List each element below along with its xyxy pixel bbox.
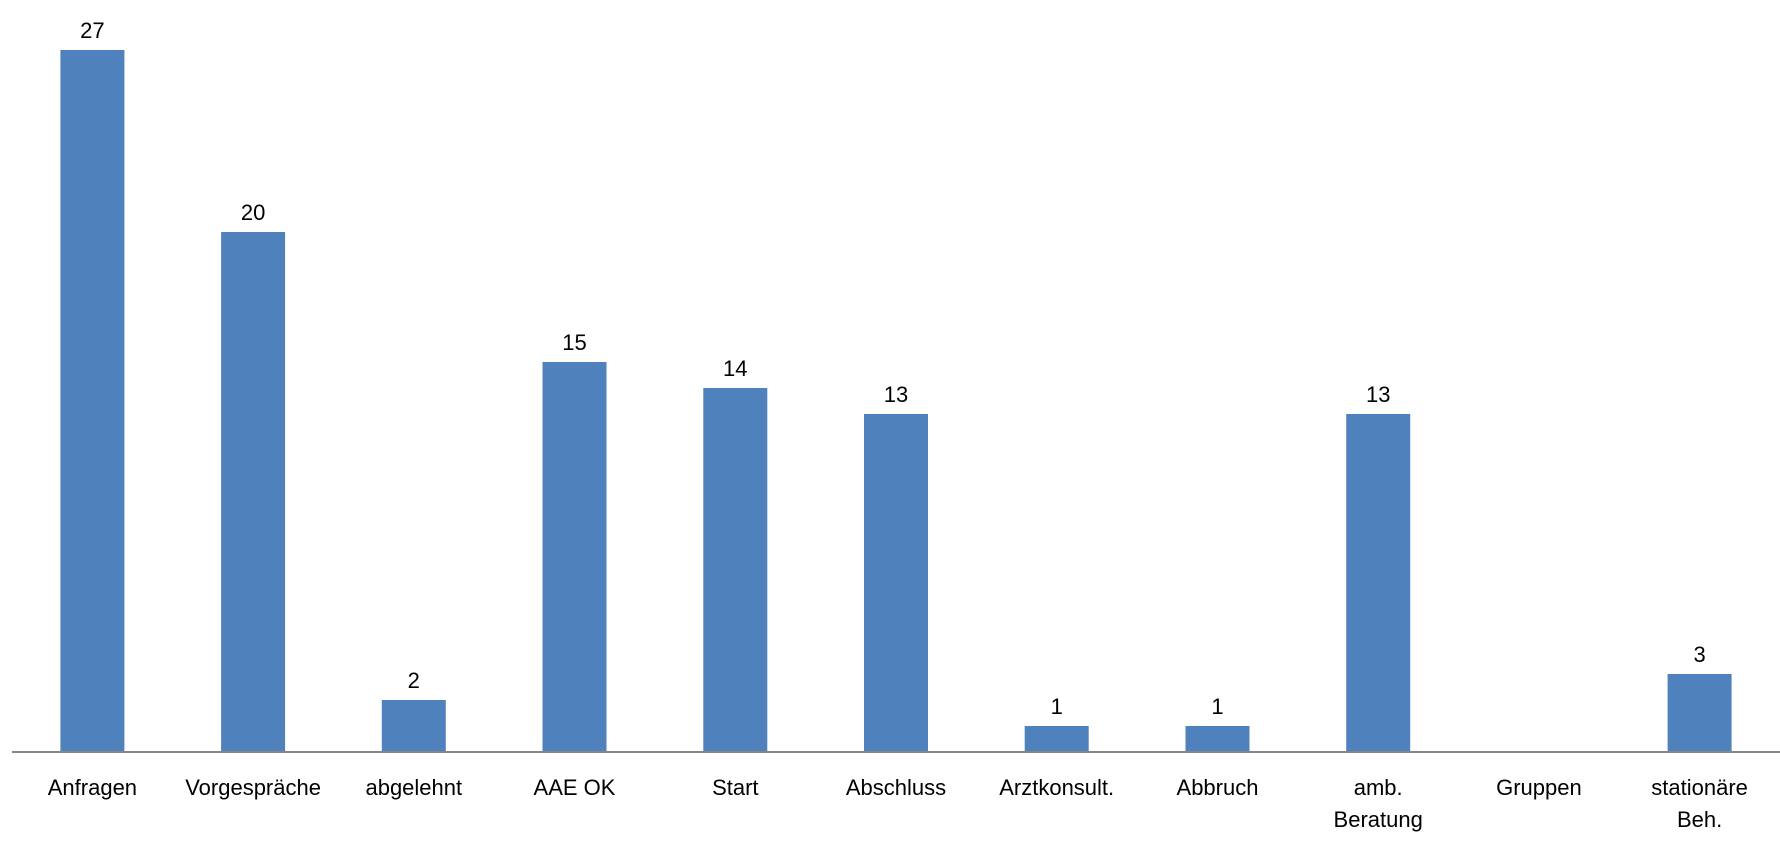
data-label-0: 27 — [80, 18, 104, 43]
category-label-line: Arztkonsult. — [999, 775, 1114, 800]
category-label-line: Beratung — [1334, 807, 1423, 832]
category-label-2: abgelehnt — [365, 775, 462, 800]
bar-6 — [1024, 726, 1089, 752]
category-label-line: stationäre — [1651, 775, 1748, 800]
bar-7 — [1185, 726, 1250, 752]
data-label-7: 1 — [1211, 694, 1223, 719]
category-label-line: amb. — [1354, 775, 1403, 800]
category-label-line: AAE OK — [534, 775, 616, 800]
category-label-line: Anfragen — [48, 775, 137, 800]
category-label-3: AAE OK — [534, 775, 616, 800]
category-label-1: Vorgespräche — [185, 775, 321, 800]
category-label-7: Abbruch — [1177, 775, 1259, 800]
category-label-line: Abbruch — [1177, 775, 1259, 800]
data-label-6: 1 — [1051, 694, 1063, 719]
category-label-line: Beh. — [1677, 807, 1722, 832]
category-label-0: Anfragen — [48, 775, 137, 800]
data-label-5: 13 — [884, 382, 908, 407]
category-label-6: Arztkonsult. — [999, 775, 1114, 800]
category-label-line: Vorgespräche — [185, 775, 321, 800]
data-label-4: 14 — [723, 356, 747, 381]
bar-4 — [703, 388, 768, 752]
category-label-5: Abschluss — [846, 775, 946, 800]
bar-8 — [1346, 414, 1411, 752]
data-label-1: 20 — [241, 200, 265, 225]
category-label-4: Start — [712, 775, 758, 800]
data-label-8: 13 — [1366, 382, 1390, 407]
bar-0 — [60, 50, 125, 752]
data-label-10: 3 — [1693, 642, 1705, 667]
bar-10 — [1667, 674, 1732, 752]
category-label-9: Gruppen — [1496, 775, 1582, 800]
category-label-line: Gruppen — [1496, 775, 1582, 800]
category-label-10: stationäre Beh. — [1651, 775, 1748, 832]
category-label-8: amb. Beratung — [1334, 775, 1423, 832]
data-label-2: 2 — [408, 668, 420, 693]
data-label-3: 15 — [562, 330, 586, 355]
bar-5 — [864, 414, 928, 752]
bar-1 — [221, 232, 286, 752]
category-label-line: Abschluss — [846, 775, 946, 800]
category-label-line: abgelehnt — [365, 775, 462, 800]
bar-2 — [381, 700, 446, 752]
bar-3 — [542, 362, 607, 752]
category-label-line: Start — [712, 775, 758, 800]
